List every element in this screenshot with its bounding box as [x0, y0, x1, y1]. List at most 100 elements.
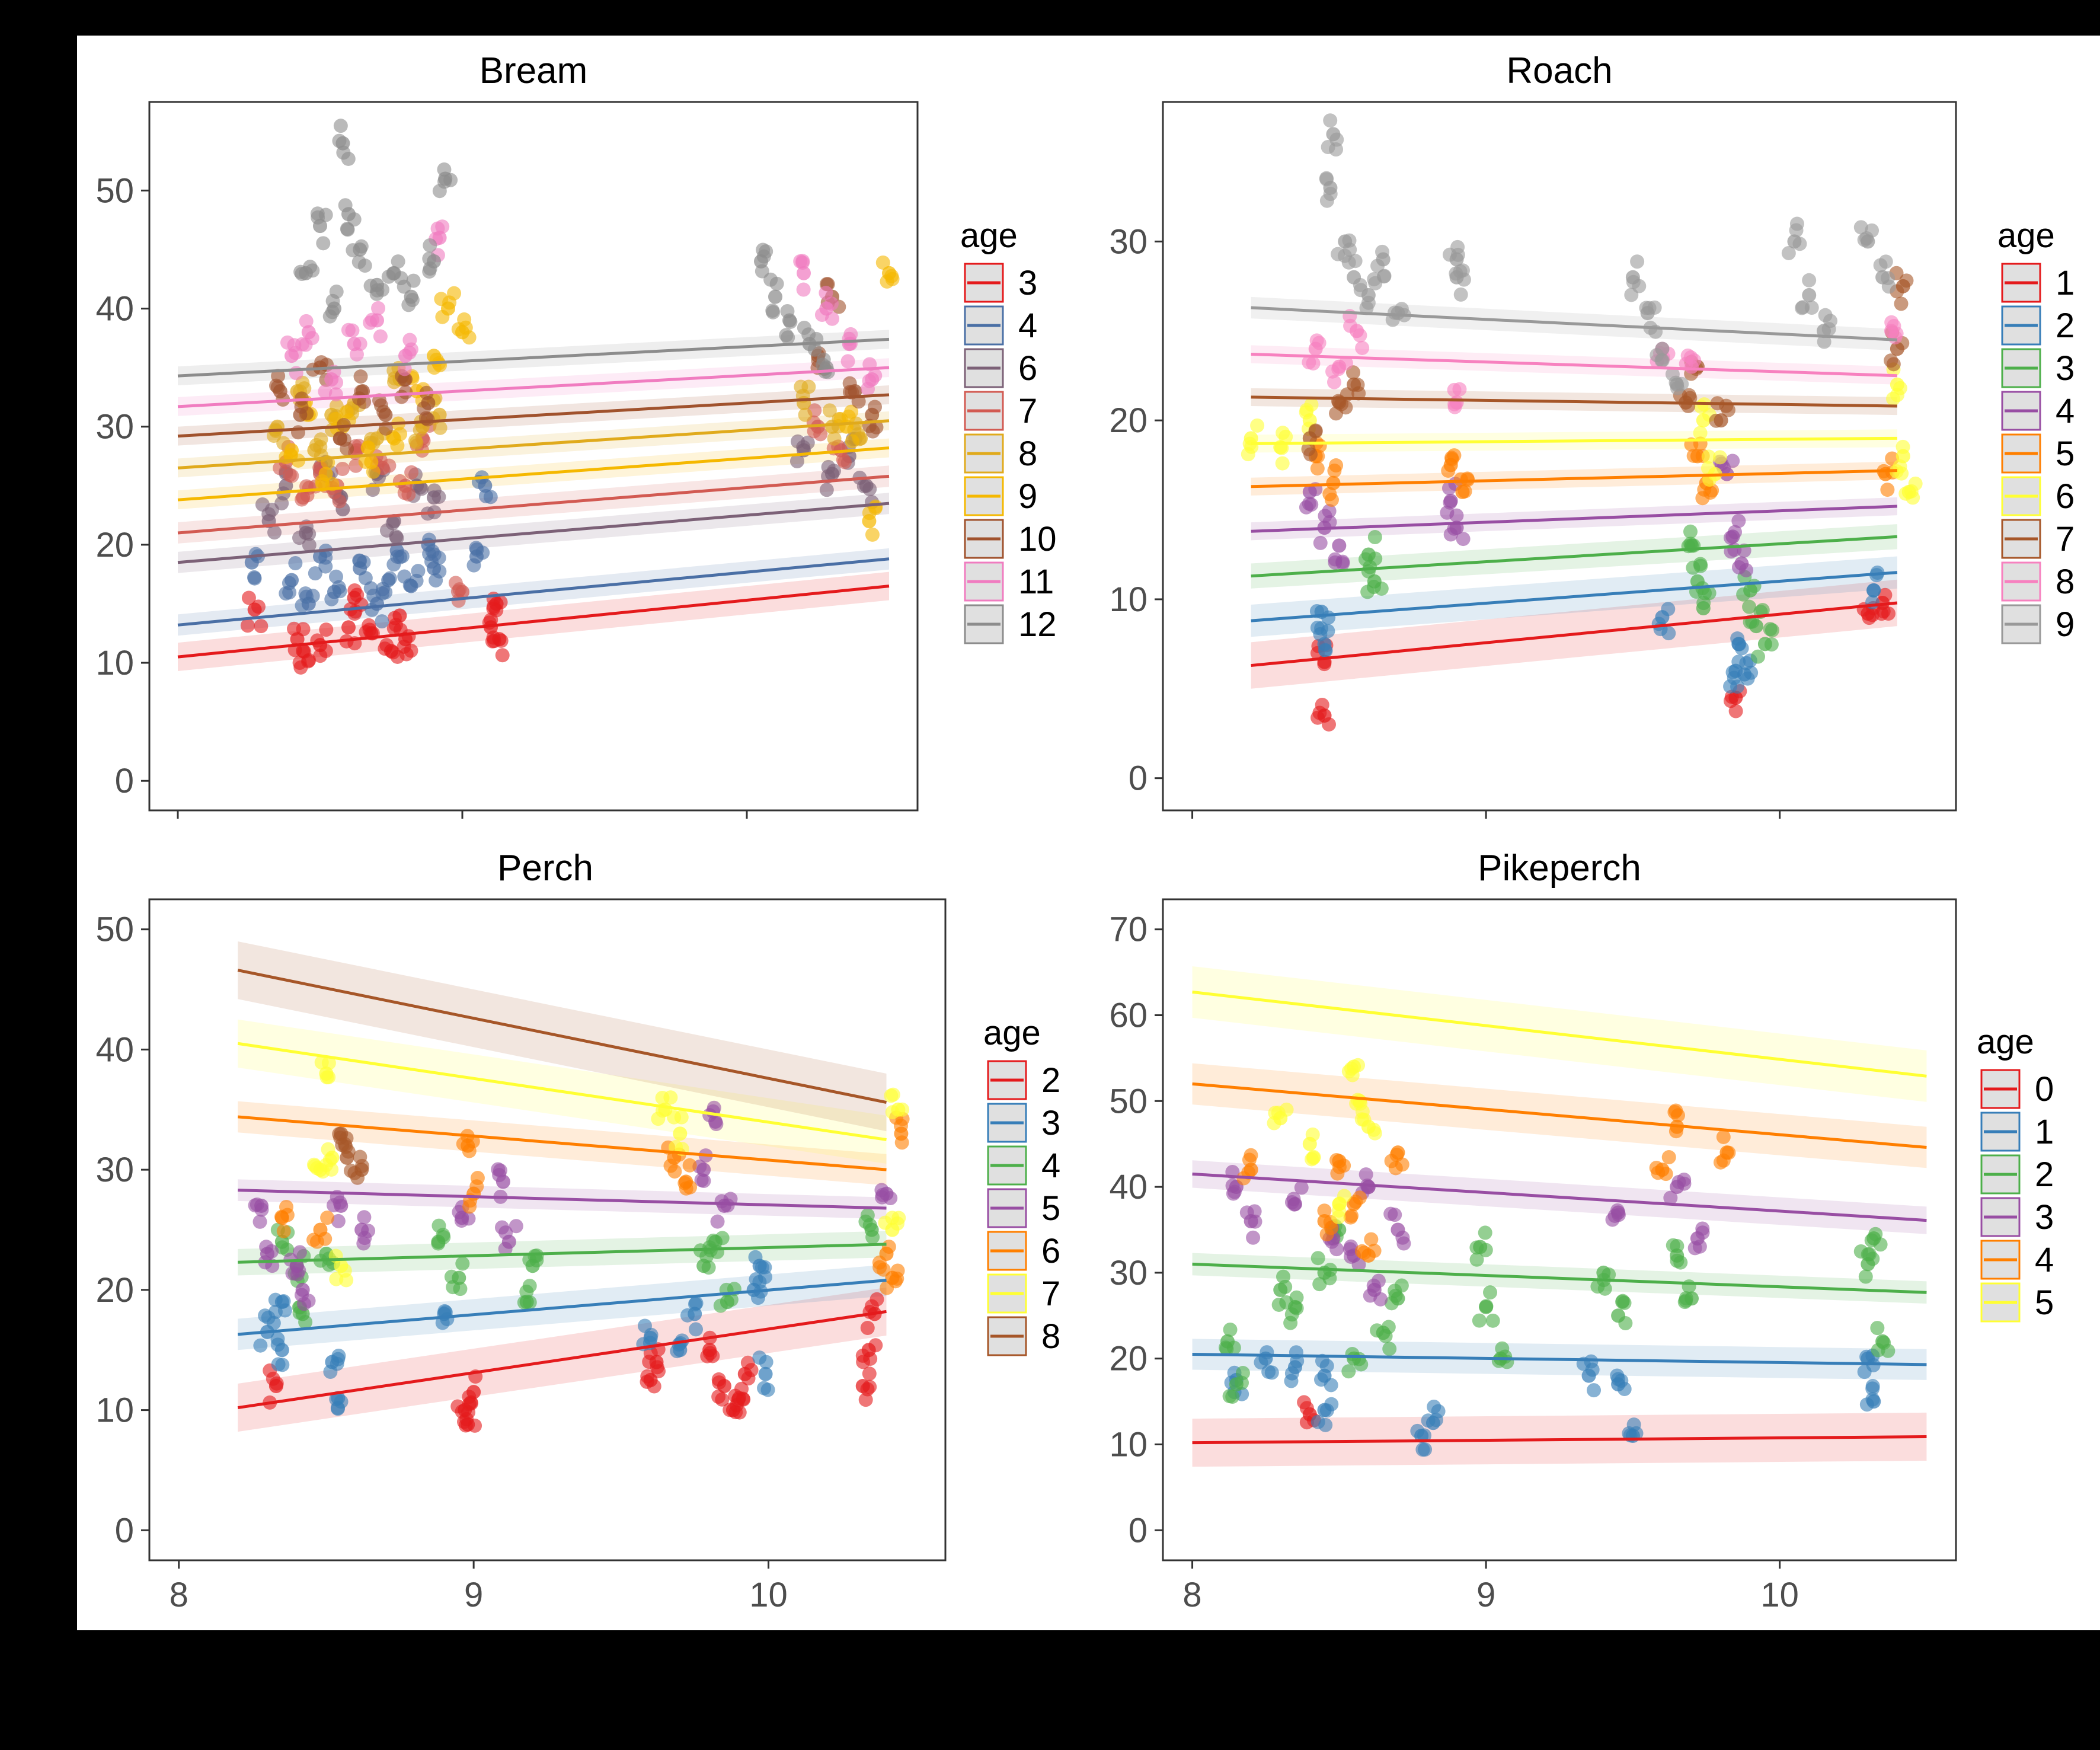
point-age-2: [700, 1349, 715, 1363]
point-age-4: [469, 542, 484, 557]
point-age-1: [1318, 1417, 1333, 1432]
point-age-8: [1306, 356, 1321, 371]
fit-line-age-10: [177, 393, 890, 438]
point-age-6: [679, 1181, 693, 1196]
y-tick-label: 40: [1109, 1168, 1148, 1206]
point-age-11: [796, 282, 811, 297]
point-age-8: [1355, 340, 1370, 355]
x-tick-label: 10: [1760, 1576, 1799, 1614]
point-age-6: [893, 1118, 908, 1133]
legend-label: 4: [1018, 306, 1037, 345]
point-age-7: [884, 1088, 899, 1103]
point-age-4: [1669, 1124, 1683, 1139]
legend-label: 5: [2035, 1283, 2054, 1322]
point-age-2: [651, 1363, 666, 1378]
point-age-2: [1313, 627, 1328, 641]
point-age-5: [357, 1210, 372, 1225]
legend-label: 2: [2035, 1155, 2054, 1194]
point-age-3: [302, 653, 317, 668]
point-age-8: [433, 420, 448, 435]
point-age-7: [673, 1126, 688, 1141]
fit-line-age-6: [177, 502, 890, 564]
point-age-3: [341, 620, 356, 635]
legend-label: 6: [2056, 477, 2075, 516]
point-age-4: [701, 1260, 716, 1275]
point-age-7: [1894, 296, 1909, 311]
legend-label: 6: [1018, 349, 1037, 388]
point-age-9: [1802, 288, 1817, 302]
point-age-9: [1639, 301, 1654, 315]
point-age-4: [1731, 513, 1746, 528]
point-age-10: [353, 369, 368, 384]
point-age-3: [266, 1315, 281, 1330]
legend-label: 3: [2035, 1198, 2054, 1237]
point-age-2: [1858, 1269, 1873, 1284]
point-age-3: [494, 633, 509, 648]
point-age-3: [1363, 560, 1377, 574]
legend-label: 6: [1041, 1232, 1060, 1270]
point-age-5: [1279, 1102, 1294, 1117]
point-age-4: [1329, 1153, 1344, 1168]
point-age-9: [1456, 272, 1471, 287]
fit-line-age-0: [1192, 1435, 1927, 1445]
point-age-3: [347, 583, 362, 598]
point-age-2: [1617, 1295, 1632, 1310]
point-age-7: [1308, 423, 1323, 438]
fit-line-age-3: [1192, 1172, 1927, 1222]
legend-title: age: [1977, 1023, 2034, 1061]
point-age-8: [1312, 336, 1327, 350]
point-age-2: [1384, 1296, 1399, 1311]
point-age-5: [1354, 1112, 1369, 1127]
point-age-3: [318, 644, 333, 659]
point-age-9: [1370, 258, 1385, 273]
point-age-6: [389, 531, 404, 545]
point-age-1: [1319, 1403, 1334, 1418]
point-age-9: [1795, 300, 1810, 315]
point-age-7: [285, 468, 299, 483]
point-age-2: [1479, 1299, 1494, 1314]
point-age-2: [1341, 1364, 1356, 1379]
x-tick-label: 10: [749, 1576, 788, 1614]
point-age-3: [755, 1260, 769, 1275]
point-age-4: [382, 571, 397, 586]
point-age-4: [1299, 500, 1313, 515]
point-age-11: [318, 384, 333, 399]
point-age-3: [1763, 622, 1778, 637]
point-age-12: [756, 242, 771, 257]
legend-label: 11: [1018, 563, 1054, 601]
point-age-8: [1683, 350, 1698, 365]
point-age-11: [373, 329, 388, 344]
point-age-4: [444, 1269, 459, 1284]
fit-line-age-11: [177, 366, 890, 408]
point-age-8: [1327, 375, 1341, 389]
point-age-12: [332, 133, 347, 148]
fit-line-age-5: [1251, 469, 1897, 488]
point-age-4: [429, 573, 443, 588]
point-age-9: [1341, 255, 1356, 270]
point-age-1: [1617, 1381, 1632, 1396]
point-age-2: [1740, 671, 1755, 686]
point-age-5: [1305, 1152, 1319, 1167]
point-age-9: [865, 527, 880, 542]
point-age-6: [800, 435, 815, 450]
point-age-2: [715, 1392, 730, 1407]
point-age-12: [397, 279, 411, 294]
y-tick-label: 50: [95, 171, 134, 210]
point-age-1: [1260, 1345, 1274, 1360]
point-age-6: [881, 1240, 896, 1254]
y-tick-label: 0: [115, 1511, 134, 1550]
point-age-12: [783, 314, 798, 329]
point-age-5: [1322, 487, 1337, 502]
point-age-10: [417, 401, 431, 416]
point-age-5: [694, 1173, 709, 1187]
point-age-9: [433, 358, 448, 373]
point-age-2: [862, 1366, 877, 1381]
point-age-2: [1478, 1225, 1492, 1240]
point-age-3: [689, 1322, 704, 1337]
y-tick-label: 60: [1109, 996, 1148, 1034]
point-age-1: [1284, 1366, 1299, 1381]
point-age-9: [451, 322, 466, 337]
point-age-7: [319, 1070, 334, 1085]
point-age-3: [1366, 1278, 1381, 1293]
point-age-2: [741, 1371, 756, 1386]
